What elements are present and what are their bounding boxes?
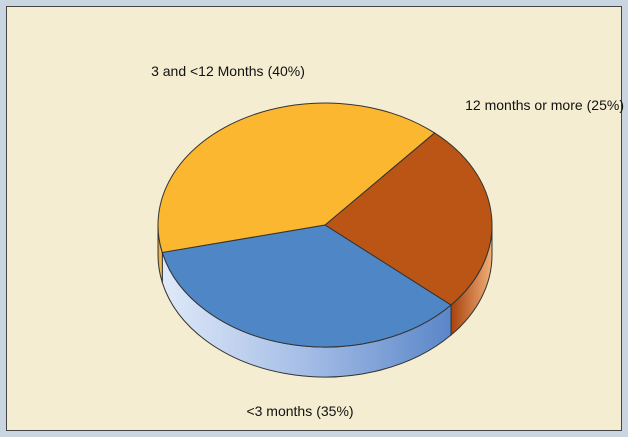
slice [157, 102, 436, 254]
slice-label: 3 and <12 Months (40%) [151, 63, 305, 79]
slice-labels: 12 months or more (25%) <3 months (35%) 3 an… [151, 63, 624, 419]
slice-label: 12 months or more (25%) [465, 97, 624, 113]
pie-tops [157, 102, 493, 348]
slice [324, 132, 493, 306]
slice-label-name: 12 months or more [465, 97, 583, 113]
slice-label-name: <3 months [246, 403, 312, 419]
slice-label-name: 3 and <12 Months [151, 63, 263, 79]
slice-label-value: (25%) [587, 97, 624, 113]
slice [161, 224, 452, 348]
slice-label-value: (35%) [316, 403, 353, 419]
slice-label: <3 months (35%) [246, 403, 353, 419]
slice-label-value: (40%) [268, 63, 305, 79]
